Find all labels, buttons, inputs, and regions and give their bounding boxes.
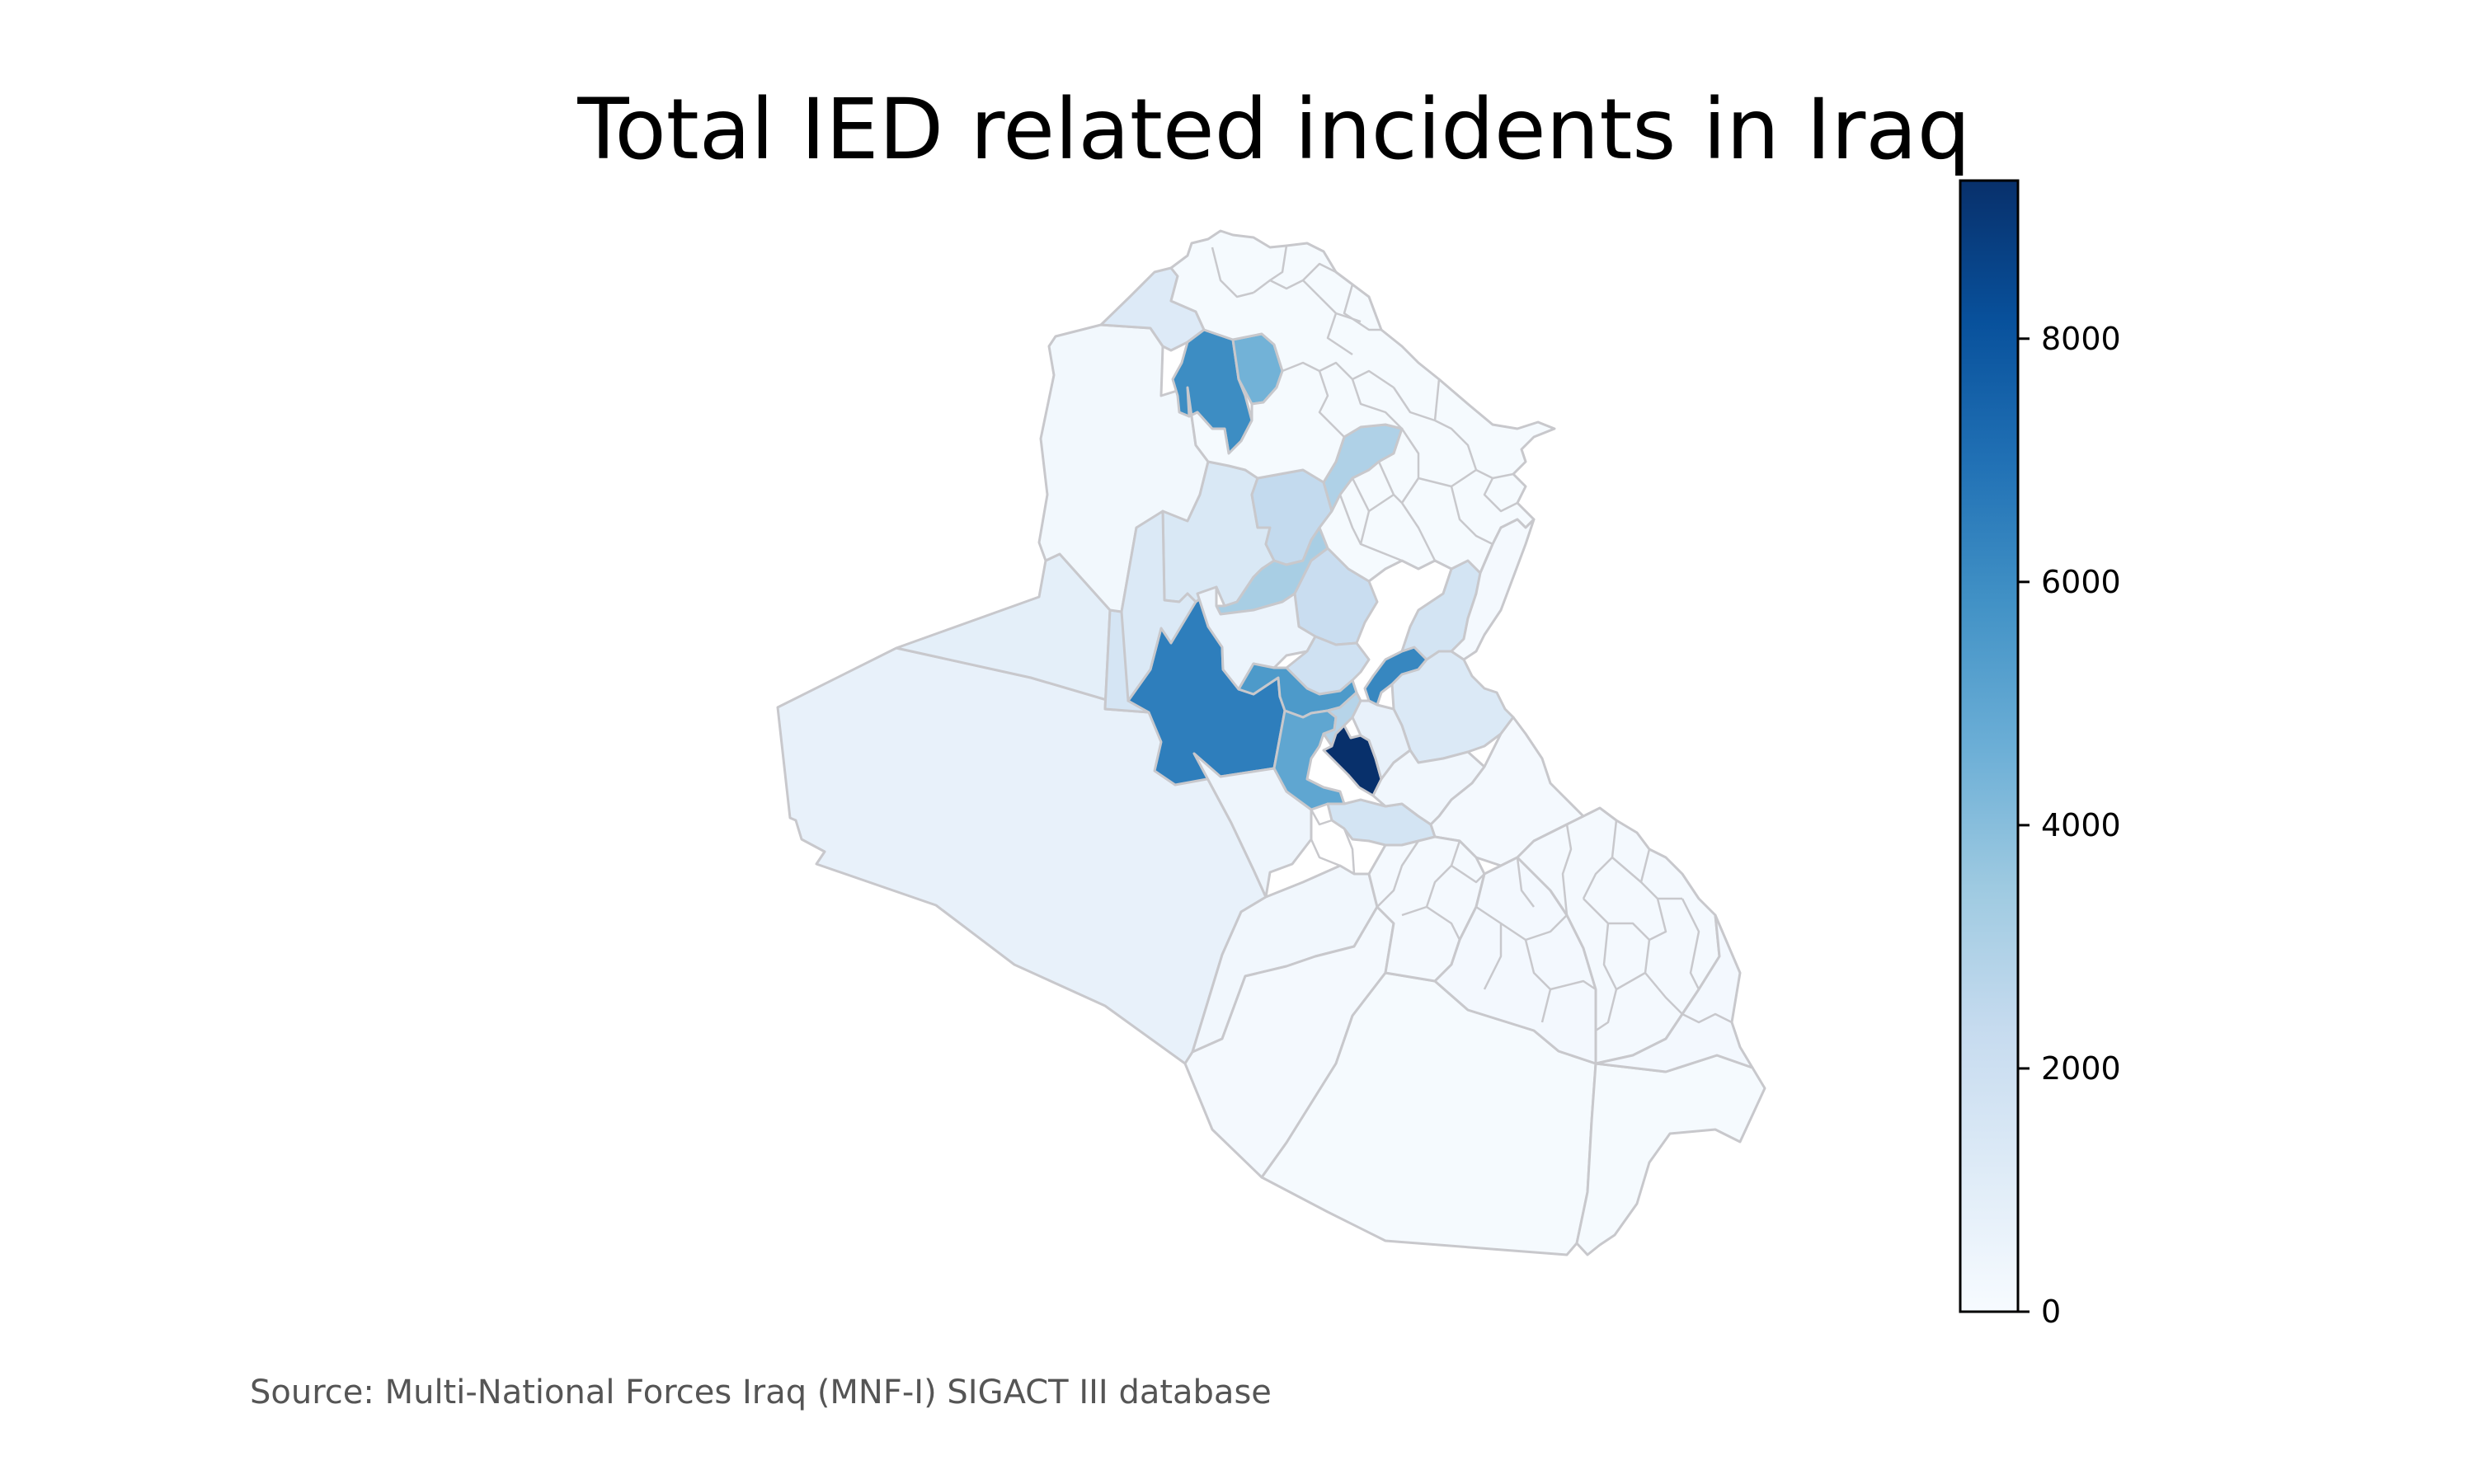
district-tharthar[interactable] [1196,585,1317,691]
iraq-district-map [776,229,1766,1256]
district-subdivision-lines [1211,245,1733,1032]
district-kurdistan-region[interactable] [1169,229,1556,583]
district-basra-north[interactable] [1594,913,1754,1073]
colorbar-tick-label: 8000 [2041,321,2121,357]
district-haditha[interactable] [1120,510,1197,702]
colorbar: 0 2000 4000 6000 8000 [1959,179,2121,1330]
map-title: Total IED related incidents in Iraq [576,81,1970,179]
district-basra-south[interactable] [1575,1054,1766,1256]
colorbar-ticks: 0 2000 4000 6000 8000 [2018,321,2121,1330]
district-sulaymaniyah[interactable] [1450,518,1536,661]
colorbar-tick-label: 6000 [2041,564,2121,600]
colorbar-tick-label: 4000 [2041,807,2121,843]
district-karbala-west[interactable] [1192,752,1313,899]
source-note: Source: Multi-National Forces Iraq (MNF-… [250,1374,1272,1411]
colorbar-tick-label: 2000 [2041,1050,2121,1087]
district-mahmudiya[interactable] [1272,709,1346,811]
district-khanaqin[interactable] [1390,650,1515,764]
colorbar-gradient [1959,179,2020,1313]
colorbar-tick-label: 0 [2041,1294,2061,1330]
